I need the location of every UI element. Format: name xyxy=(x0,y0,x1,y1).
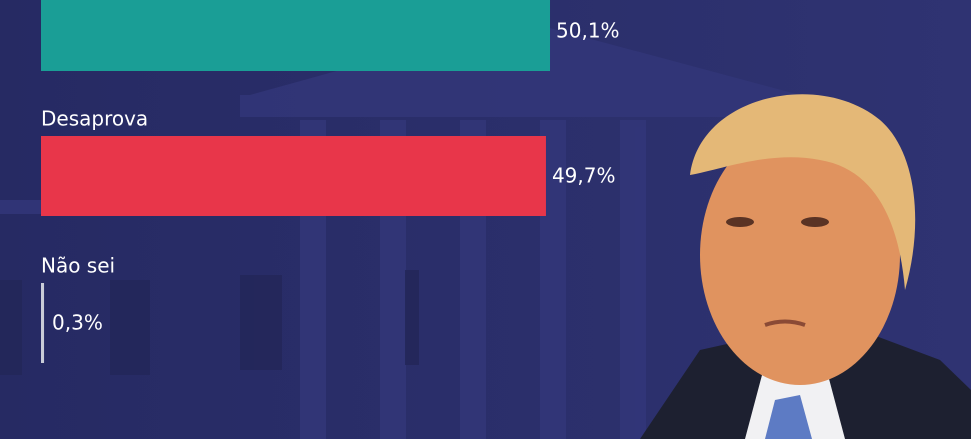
value-label: 0,3% xyxy=(52,311,103,335)
category-label: Não sei xyxy=(41,254,115,278)
value-label: 49,7% xyxy=(552,164,616,188)
portrait xyxy=(640,94,971,439)
bar xyxy=(41,0,551,71)
category-label: Desaprova xyxy=(41,107,148,131)
bar xyxy=(41,283,45,363)
value-label: 50,1% xyxy=(556,19,620,43)
bar xyxy=(41,136,546,216)
